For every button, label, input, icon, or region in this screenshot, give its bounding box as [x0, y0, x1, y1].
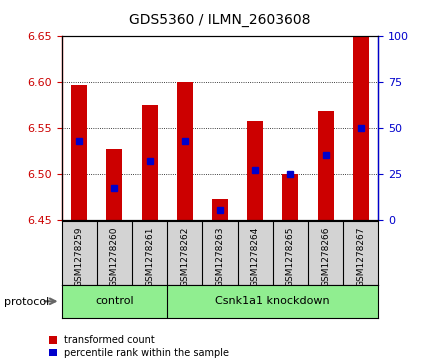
Legend: transformed count, percentile rank within the sample: transformed count, percentile rank withi… [49, 335, 229, 358]
Text: GSM1278260: GSM1278260 [110, 227, 119, 287]
Text: Csnk1a1 knockdown: Csnk1a1 knockdown [216, 296, 330, 306]
Bar [318, 111, 334, 220]
Text: GSM1278259: GSM1278259 [75, 227, 84, 287]
Bar [353, 18, 369, 220]
Text: GSM1278262: GSM1278262 [180, 227, 189, 287]
Bar [282, 174, 298, 220]
Text: GSM1278266: GSM1278266 [321, 227, 330, 287]
Text: control: control [95, 296, 134, 306]
Bar [247, 121, 263, 220]
Bar [177, 82, 193, 220]
Text: GSM1278261: GSM1278261 [145, 227, 154, 287]
Text: GSM1278265: GSM1278265 [286, 227, 295, 287]
Text: GSM1278267: GSM1278267 [356, 227, 365, 287]
Bar [106, 149, 122, 220]
Text: GSM1278263: GSM1278263 [216, 227, 224, 287]
Bar [212, 199, 228, 220]
Text: protocol: protocol [4, 297, 50, 307]
Text: GSM1278264: GSM1278264 [251, 227, 260, 287]
Bar [142, 105, 158, 220]
Bar [71, 85, 87, 220]
Text: GDS5360 / ILMN_2603608: GDS5360 / ILMN_2603608 [129, 13, 311, 27]
